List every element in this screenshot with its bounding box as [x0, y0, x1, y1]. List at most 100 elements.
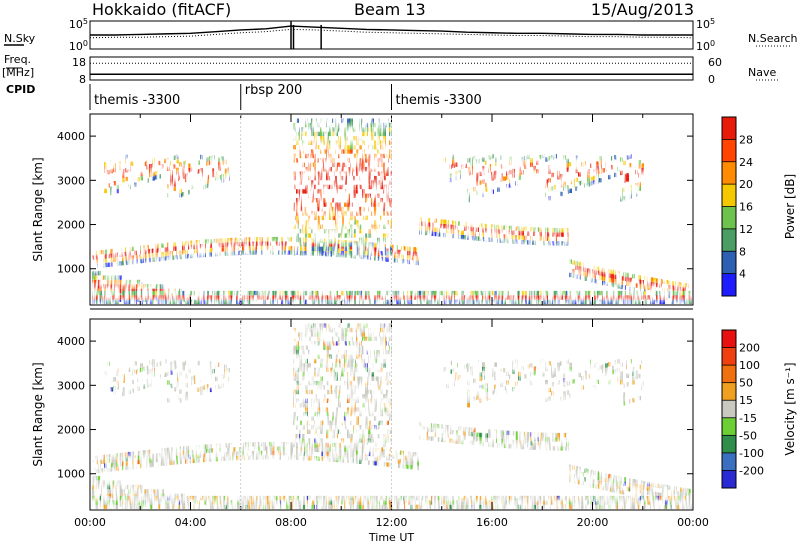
power-cell	[635, 290, 638, 296]
velocity-cell	[617, 484, 620, 490]
power-cell	[173, 155, 176, 160]
power-cell	[509, 183, 512, 188]
velocity-colorbar-label: -15	[739, 412, 757, 425]
power-cell	[419, 225, 422, 231]
power-cell	[500, 299, 503, 305]
power-cell	[206, 179, 209, 184]
velocity-cell	[182, 500, 185, 505]
power-cell	[380, 256, 383, 262]
power-cell	[482, 170, 485, 175]
velocity-cell	[260, 504, 263, 510]
velocity-cell	[386, 504, 389, 510]
power-cell	[344, 131, 347, 137]
velocity-cell	[374, 403, 377, 408]
power-cell	[293, 136, 296, 141]
velocity-cell	[332, 429, 335, 434]
power-cell	[293, 171, 296, 176]
power-cell	[290, 246, 293, 251]
power-cell	[560, 290, 563, 296]
velocity-cell	[329, 452, 332, 458]
velocity-cell	[569, 362, 572, 368]
power-cell	[350, 140, 353, 145]
velocity-cell	[293, 372, 296, 377]
power-cell	[554, 154, 557, 159]
velocity-cell	[227, 442, 230, 448]
power-cell	[149, 284, 152, 289]
power-cell	[188, 190, 191, 195]
power-cell	[575, 164, 578, 169]
power-cell	[518, 175, 521, 181]
velocity-cell	[416, 461, 419, 466]
velocity-colorbar-swatch	[722, 382, 736, 401]
power-cell	[662, 290, 665, 296]
velocity-cell	[407, 500, 410, 505]
velocity-cell	[443, 500, 446, 505]
power-cell	[308, 175, 311, 181]
power-cell	[320, 175, 323, 181]
velocity-cell	[326, 433, 329, 439]
power-cell	[608, 273, 611, 278]
velocity-cell	[224, 364, 227, 370]
velocity-cell	[128, 500, 131, 505]
velocity-cell	[119, 452, 122, 458]
power-cell	[620, 280, 623, 285]
power-cell	[299, 149, 302, 154]
power-cell	[242, 246, 245, 251]
power-cell	[200, 244, 203, 249]
power-cell	[374, 184, 377, 190]
velocity-cell	[488, 442, 491, 447]
power-cell	[167, 290, 170, 296]
velocity-cell	[437, 504, 440, 510]
power-cell	[116, 188, 119, 194]
power-cell	[188, 295, 191, 300]
power-cell	[347, 220, 350, 225]
velocity-cell	[275, 500, 278, 505]
velocity-cell	[605, 486, 608, 491]
velocity-cell	[158, 495, 161, 501]
power-cell	[257, 295, 260, 300]
power-cell	[596, 179, 599, 184]
power-cell	[683, 299, 686, 305]
power-cell	[620, 188, 623, 193]
velocity-cell	[308, 495, 311, 501]
velocity-cell	[326, 323, 329, 328]
power-cell	[428, 217, 431, 223]
power-cell	[437, 290, 440, 296]
power-cell	[581, 162, 584, 167]
velocity-cell	[527, 440, 530, 446]
velocity-cell	[317, 332, 320, 337]
power-cell	[314, 167, 317, 172]
velocity-cell	[350, 454, 353, 459]
velocity-cell	[680, 487, 683, 492]
velocity-cell	[152, 453, 155, 459]
velocity-cell	[500, 439, 503, 444]
power-cell	[419, 216, 422, 222]
power-cell	[470, 165, 473, 171]
velocity-cell	[344, 451, 347, 457]
power-cell	[317, 202, 320, 207]
power-cell	[359, 136, 362, 141]
velocity-cell	[371, 332, 374, 337]
power-cell	[506, 234, 509, 239]
velocity-cell	[377, 420, 380, 426]
power-cell	[449, 229, 452, 234]
velocity-cell	[326, 416, 329, 421]
velocity-cell	[665, 504, 668, 510]
velocity-cell	[398, 504, 401, 510]
power-cell	[425, 226, 428, 231]
velocity-cell	[320, 425, 323, 430]
velocity-cell	[356, 407, 359, 412]
power-cell	[377, 180, 380, 185]
power-cell	[632, 290, 635, 296]
power-cell	[182, 245, 185, 251]
power-cell	[626, 295, 629, 300]
power-cell	[620, 157, 623, 162]
power-cell	[350, 171, 353, 176]
power-cell	[110, 160, 113, 165]
velocity-cell	[515, 504, 518, 510]
power-cell	[605, 162, 608, 168]
power-cell	[557, 170, 560, 176]
velocity-cell	[317, 425, 320, 430]
power-cell	[341, 220, 344, 225]
power-cell	[197, 239, 200, 245]
